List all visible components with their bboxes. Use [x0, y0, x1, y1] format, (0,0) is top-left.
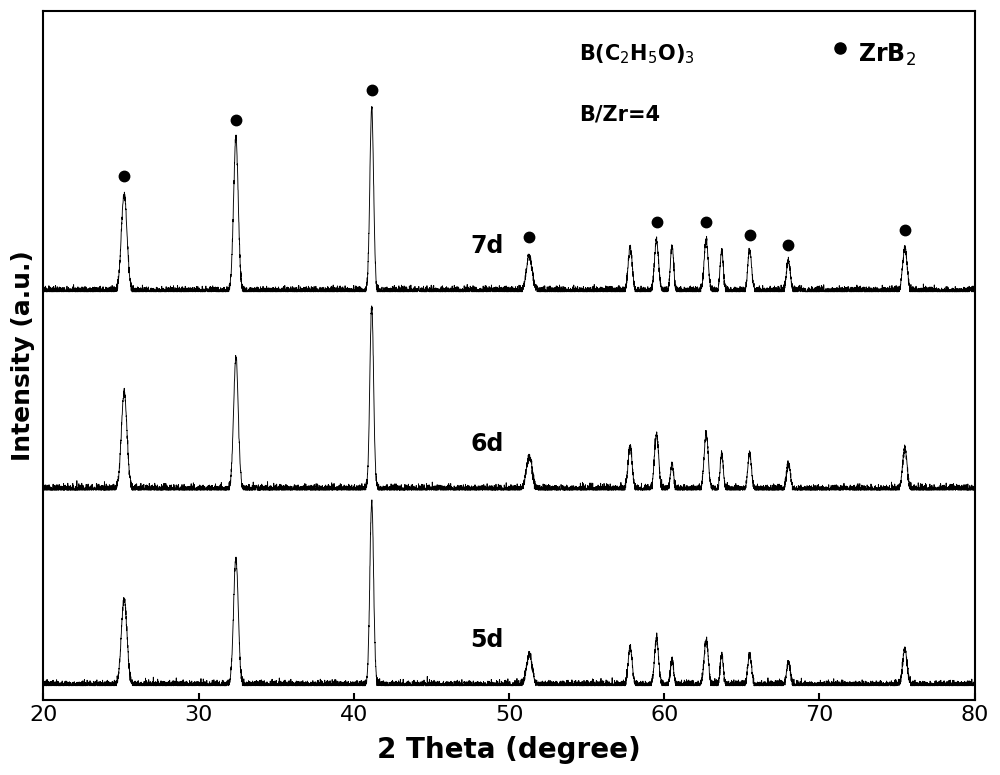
Text: 7d: 7d [470, 233, 504, 257]
Y-axis label: Intensity (a.u.): Intensity (a.u.) [11, 250, 35, 461]
X-axis label: 2 Theta (degree): 2 Theta (degree) [377, 736, 641, 764]
Text: B/Zr=4: B/Zr=4 [579, 104, 660, 124]
Text: 6d: 6d [470, 432, 504, 456]
Text: ZrB$_2$: ZrB$_2$ [858, 42, 916, 68]
Text: B(C$_2$H$_5$O)$_3$: B(C$_2$H$_5$O)$_3$ [579, 42, 695, 66]
Text: 5d: 5d [470, 628, 504, 652]
